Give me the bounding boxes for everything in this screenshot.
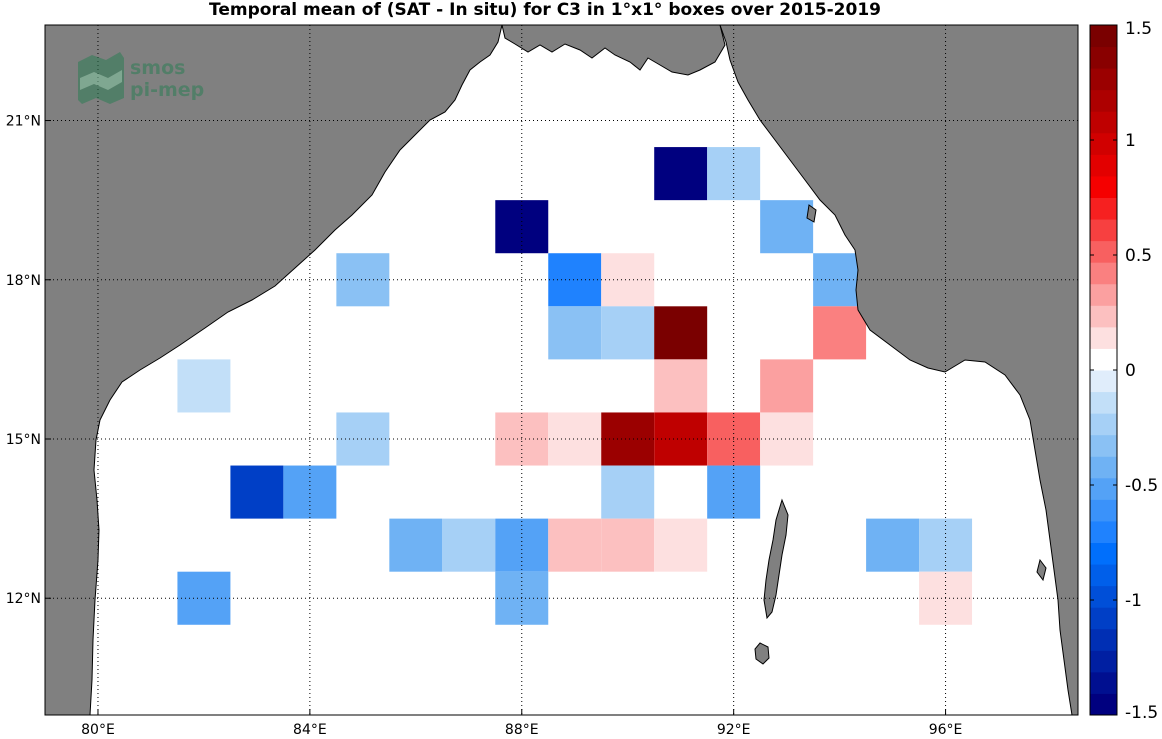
colorbar-segment [1090,607,1117,630]
x-tick-label: 80°E [81,722,115,738]
colorbar-segment [1090,370,1117,393]
colorbar-segment [1090,262,1117,285]
colorbar-segment [1090,154,1117,177]
colorbar-tick-label: 0 [1125,361,1136,381]
colorbar-segment [1090,175,1117,198]
x-tick-label: 88°E [505,722,539,738]
logo-text-line1: smos [130,57,185,79]
y-axis-ticks: 12°N 15°N 18°N 21°N [6,114,51,607]
land-little-andaman [754,642,770,665]
x-tick-label: 96°E [929,722,963,738]
heatmap-cell [760,359,814,413]
colorbar-segment [1090,564,1117,587]
y-tick-label: 12°N [6,591,41,607]
colorbar-segment [1090,671,1117,694]
colorbar-segment [1090,434,1117,457]
colorbar-tick-label: 1 [1125,131,1136,151]
colorbar-segment [1090,456,1117,479]
x-tick-label: 84°E [293,722,327,738]
graticule [45,25,1078,715]
heatmap-cell [442,518,496,572]
heatmap-cell [230,465,284,519]
heatmap-cell [866,518,920,572]
land-bangladesh [501,25,726,76]
colorbar-segment [1090,391,1117,414]
colorbar-segment [1090,628,1117,651]
heatmap-cell [548,518,602,572]
heatmap-cell [813,306,867,360]
colorbar-segment [1090,326,1117,349]
colorbar-segment [1090,111,1117,134]
colorbar-segment [1090,219,1117,242]
colorbar-segment [1090,305,1117,328]
y-tick-label: 18°N [6,273,41,289]
colorbar-segment [1090,132,1117,155]
land-coastal-island [806,204,817,223]
heatmap-cells [177,147,973,625]
colorbar-segment [1090,197,1117,220]
colorbar-tick-label: -1 [1125,591,1142,611]
heatmap-cell [177,359,231,413]
heatmap-cell [654,359,708,413]
colorbar-segment [1090,477,1117,500]
colorbar-segment [1090,542,1117,565]
colorbar-segment [1090,650,1117,673]
colorbar-segment [1090,348,1117,371]
heatmap-cell [654,518,708,572]
heatmap-cell [601,465,655,519]
colorbar-segment [1090,499,1117,522]
colorbar-segment [1090,413,1117,436]
map-frame [44,24,1079,716]
colorbar-tick-label: 0.5 [1125,246,1152,266]
land-andaman-islands [763,498,789,620]
heatmap-cell [389,518,443,572]
land-myanmar [719,25,1078,715]
colorbar: 1.5 1 0.5 0 -0.5 -1 -1.5 [1089,19,1158,723]
heatmap-cell [601,306,655,360]
x-axis-ticks: 80°E 84°E 88°E 92°E 96°E [81,709,962,738]
chart-title: Temporal mean of (SAT - In situ) for C3 … [209,0,881,20]
heatmap-cell [654,412,708,466]
land-coastal-island [1036,558,1047,582]
heatmap-cell [601,518,655,572]
colorbar-tick-label: -0.5 [1125,476,1158,496]
y-tick-label: 21°N [6,114,41,130]
y-tick-label: 15°N [6,432,41,448]
colorbar-tick-label: 1.5 [1125,19,1152,39]
land-masses [45,25,1078,715]
colorbar-segment [1090,585,1117,608]
logo-text-line2: pi-mep [130,79,204,101]
x-tick-label: 92°E [717,722,751,738]
heatmap-cell [654,147,708,201]
colorbar-segment [1090,25,1117,48]
colorbar-segment [1090,520,1117,543]
colorbar-segment [1090,240,1117,263]
colorbar-tick-label: -1.5 [1125,703,1158,723]
heatmap-cell [548,306,602,360]
heatmap-cell [654,306,708,360]
heatmap-cell [760,412,814,466]
heatmap-cell [760,200,814,254]
colorbar-segment [1090,46,1117,69]
smos-pimep-logo: smos pi-mep [78,52,204,104]
colorbar-segment [1090,693,1117,716]
colorbar-segment [1090,89,1117,112]
colorbar-segment [1090,283,1117,306]
colorbar-segment [1090,68,1117,91]
